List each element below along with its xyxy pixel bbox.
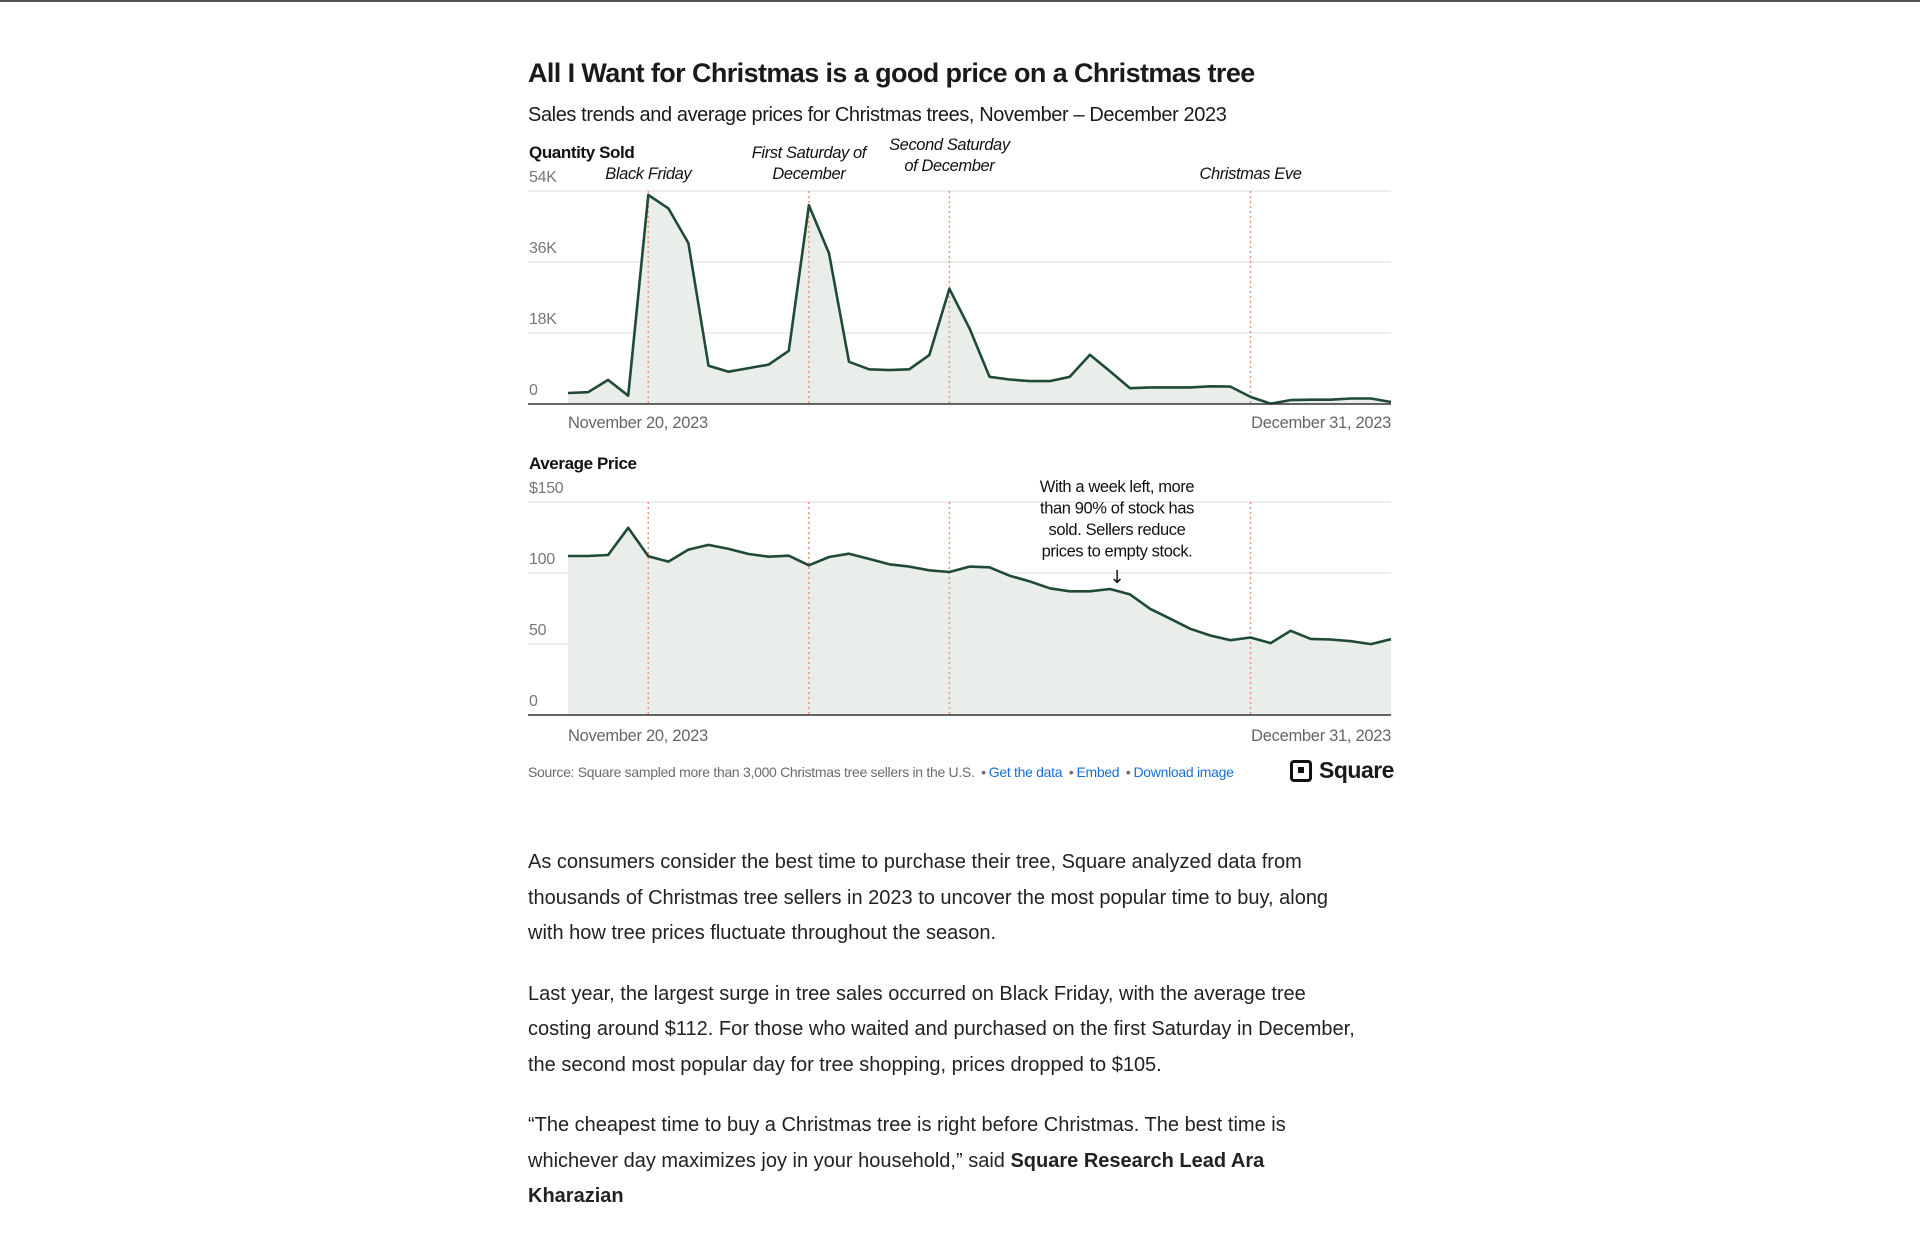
source-line: Source: Square sampled more than 3,000 C…	[528, 764, 1234, 780]
separator: •	[1068, 764, 1074, 780]
event-label: Black Friday	[605, 165, 693, 183]
series-line	[567, 193, 1392, 405]
chart-subtitle: Sales trends and average prices for Chri…	[528, 104, 1227, 126]
annotation-arrow-icon: ↓	[1109, 567, 1124, 588]
x-tick-label: December 31, 2023	[1251, 727, 1391, 745]
square-logo-text: Square	[1319, 757, 1394, 783]
embed-link[interactable]: Embed	[1076, 764, 1120, 780]
panel-title: Average Price	[529, 454, 637, 473]
download-image-link[interactable]: Download image	[1133, 764, 1234, 780]
chart-title: All I Want for Christmas is a good price…	[528, 58, 1255, 88]
area-fill	[568, 194, 1391, 404]
event-label: December	[772, 165, 847, 183]
panel-title: Quantity Sold	[529, 143, 634, 162]
square-logo-icon	[1290, 759, 1312, 782]
event-label: Christmas Eve	[1199, 165, 1301, 183]
paragraph: As consumers consider the best time to p…	[528, 851, 1329, 944]
get-data-link[interactable]: Get the data	[988, 764, 1063, 780]
charts-svg: Quantity Sold 0 18K 36K 54K November 20, 2023…	[528, 136, 1392, 745]
event-label: of December	[904, 157, 996, 175]
paragraph: Last year, the largest surge in tree sal…	[528, 982, 1355, 1076]
separator: •	[981, 764, 986, 780]
y-tick-label: 0	[529, 382, 538, 399]
y-tick-label: 0	[529, 693, 538, 710]
y-tick-label: 36K	[529, 240, 557, 257]
x-tick-label: November 20, 2023	[568, 414, 708, 432]
separator: •	[1125, 764, 1131, 780]
y-tick-label: 18K	[529, 311, 557, 328]
series-line	[568, 526, 1392, 646]
top-border	[0, 0, 1920, 2]
paragraph: “The cheapest time to buy a Christmas tr…	[528, 1108, 1358, 1215]
annotation-text: With a week left, more	[1040, 478, 1195, 496]
event-label: First Saturday of	[752, 144, 869, 162]
quote-text: “The cheapest time to buy a Christmas tr…	[528, 1114, 1286, 1172]
area-fill	[568, 527, 1391, 715]
source-text: Source: Square sampled more than 3,000 C…	[528, 764, 975, 780]
x-tick-label: December 31, 2023	[1251, 414, 1391, 432]
annotation-text: than 90% of stock has	[1040, 500, 1194, 518]
y-tick-label: $150	[529, 480, 564, 497]
y-tick-label: 54K	[529, 169, 557, 186]
y-tick-label: 50	[529, 622, 547, 639]
event-label: Second Saturday	[889, 136, 1012, 154]
article-body: As consumers consider the best time to p…	[528, 845, 1358, 1240]
square-logo: Square	[1290, 757, 1394, 784]
annotation-text: prices to empty stock.	[1042, 543, 1193, 561]
y-tick-label: 100	[529, 551, 555, 568]
annotation-text: sold. Sellers reduce	[1049, 521, 1186, 539]
x-tick-label: November 20, 2023	[568, 727, 708, 745]
